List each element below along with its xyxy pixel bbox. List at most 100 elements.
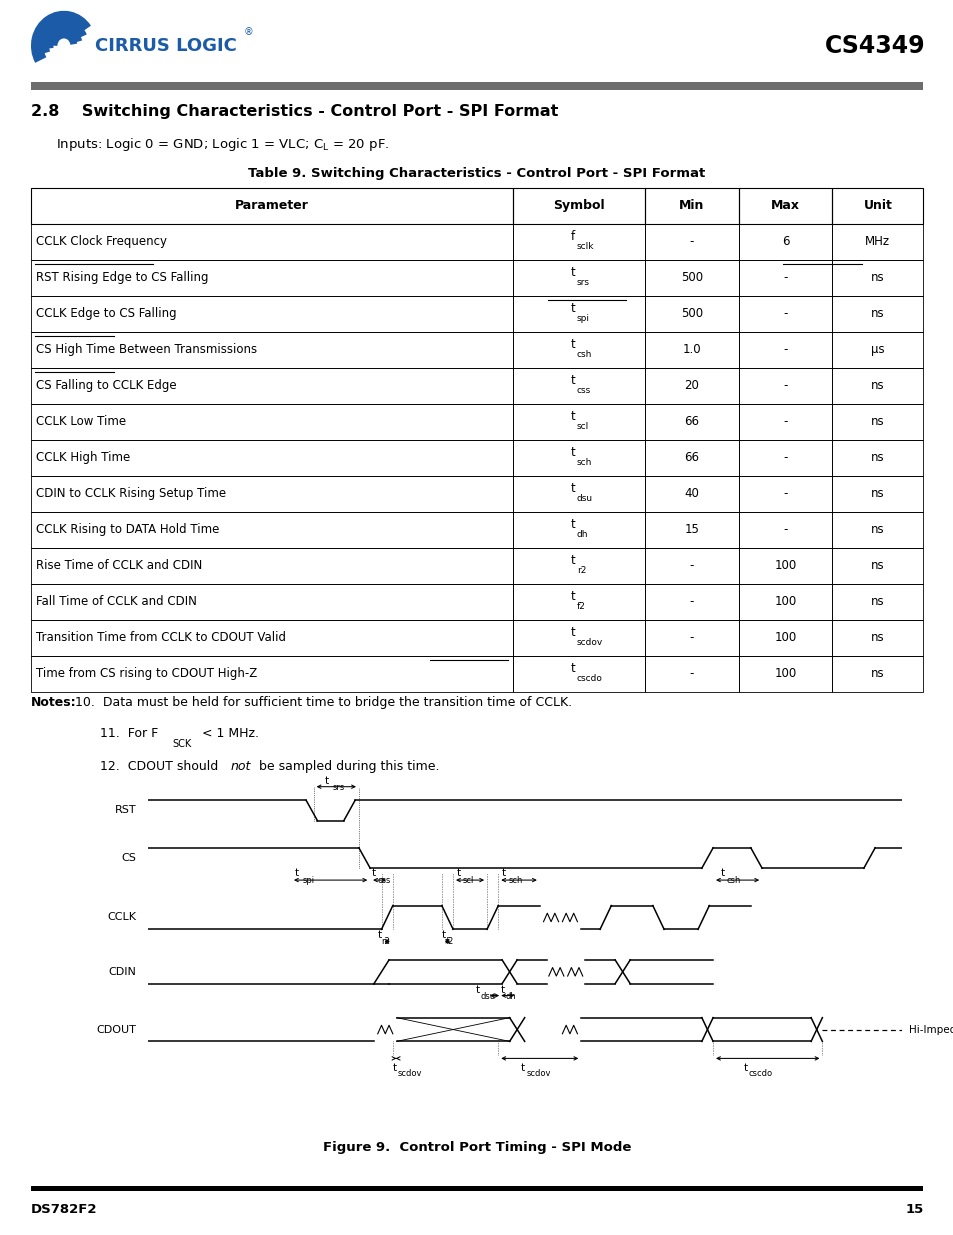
Text: dh: dh (577, 530, 588, 540)
Bar (30, 332, 512, 368)
Bar (738, 475, 832, 511)
Text: t: t (570, 410, 575, 424)
Bar (738, 224, 832, 259)
Text: CS High Time Between Transmissions: CS High Time Between Transmissions (36, 343, 257, 356)
Text: ns: ns (870, 559, 883, 572)
Bar (738, 259, 832, 295)
Bar (832, 620, 923, 656)
Text: t: t (570, 267, 575, 279)
Text: 100: 100 (774, 559, 796, 572)
Text: Fall Time of CCLK and CDIN: Fall Time of CCLK and CDIN (36, 595, 201, 608)
Bar (30, 547, 512, 584)
Text: 15: 15 (904, 1203, 923, 1216)
Bar (644, 259, 738, 295)
Text: t: t (570, 446, 575, 459)
Bar (832, 259, 923, 295)
Text: 100: 100 (774, 631, 796, 645)
Text: CCLK High Time: CCLK High Time (36, 451, 131, 464)
Text: -: - (782, 451, 787, 464)
Text: ns: ns (870, 379, 883, 393)
Text: sch: sch (508, 876, 522, 885)
Bar (30, 475, 512, 511)
Bar (832, 404, 923, 440)
Text: dsu: dsu (577, 494, 593, 503)
Text: srs: srs (333, 783, 344, 792)
Bar (512, 475, 644, 511)
Text: ®: ® (243, 27, 253, 37)
Text: Min: Min (679, 199, 703, 212)
Text: dh: dh (504, 992, 516, 1000)
Text: f2: f2 (577, 601, 585, 611)
Bar (512, 332, 644, 368)
Bar (644, 440, 738, 475)
Text: t: t (570, 519, 575, 531)
Text: be sampled during this time.: be sampled during this time. (254, 761, 438, 773)
Text: CS Falling to CCLK Edge: CS Falling to CCLK Edge (36, 379, 176, 393)
Text: t: t (456, 868, 460, 878)
Text: Table 9. Switching Characteristics - Control Port - SPI Format: Table 9. Switching Characteristics - Con… (248, 167, 705, 179)
Bar (832, 368, 923, 404)
Bar (30, 511, 512, 547)
Text: 2.8    Switching Characteristics - Control Port - SPI Format: 2.8 Switching Characteristics - Control … (30, 104, 558, 120)
Text: srs: srs (577, 278, 589, 288)
Text: CS: CS (122, 853, 136, 863)
Text: μs: μs (870, 343, 883, 356)
Text: -: - (689, 667, 693, 680)
Bar (832, 332, 923, 368)
Bar (832, 547, 923, 584)
Text: 500: 500 (680, 272, 702, 284)
Bar (512, 259, 644, 295)
Text: 500: 500 (680, 308, 702, 320)
Text: Rise Time of CCLK and CDIN: Rise Time of CCLK and CDIN (36, 559, 206, 572)
Text: -: - (689, 559, 693, 572)
Text: t: t (500, 984, 504, 994)
Text: CCLK: CCLK (108, 913, 136, 923)
Text: sch: sch (577, 458, 592, 467)
Text: scl: scl (462, 876, 474, 885)
Bar (644, 656, 738, 692)
Text: f: f (570, 230, 575, 243)
Bar (512, 511, 644, 547)
Bar (30, 259, 512, 295)
Text: CDIN to CCLK Rising Setup Time: CDIN to CCLK Rising Setup Time (36, 487, 226, 500)
Text: -: - (782, 379, 787, 393)
Text: -: - (782, 487, 787, 500)
Bar (832, 584, 923, 620)
Text: t: t (501, 868, 506, 878)
Text: Notes:: Notes: (30, 697, 76, 709)
Text: ns: ns (870, 308, 883, 320)
Text: t: t (570, 555, 575, 567)
Bar (738, 332, 832, 368)
Bar (644, 475, 738, 511)
Text: scl: scl (577, 422, 589, 431)
Bar (644, 620, 738, 656)
Text: Figure 9.  Control Port Timing - SPI Mode: Figure 9. Control Port Timing - SPI Mode (322, 1140, 631, 1153)
Text: MHz: MHz (864, 235, 889, 248)
Text: scdov: scdov (577, 638, 602, 647)
Bar (644, 188, 738, 224)
Bar (738, 188, 832, 224)
Text: RST Rising Edge to CS Falling: RST Rising Edge to CS Falling (36, 272, 209, 284)
Text: ns: ns (870, 667, 883, 680)
Text: CCLK Edge to CS Falling: CCLK Edge to CS Falling (36, 308, 180, 320)
Text: t: t (570, 303, 575, 315)
Bar (832, 440, 923, 475)
Text: csh: csh (577, 350, 592, 359)
Text: r2: r2 (381, 937, 390, 946)
Text: ns: ns (870, 487, 883, 500)
Text: t: t (441, 930, 445, 940)
Bar (512, 188, 644, 224)
Text: t: t (570, 590, 575, 603)
Bar (512, 440, 644, 475)
Text: -: - (782, 524, 787, 536)
Text: t: t (476, 984, 479, 994)
Bar (644, 224, 738, 259)
Text: cscdo: cscdo (577, 674, 602, 683)
Text: spi: spi (577, 314, 589, 324)
Bar (30, 440, 512, 475)
Text: Inputs: Logic 0 = GND; Logic 1 = VLC; C$_\mathregular{L}$ = 20 pF.: Inputs: Logic 0 = GND; Logic 1 = VLC; C$… (55, 136, 389, 153)
Text: -: - (782, 308, 787, 320)
Text: sclk: sclk (577, 242, 594, 251)
Text: ns: ns (870, 451, 883, 464)
Text: cscdo: cscdo (748, 1068, 772, 1078)
